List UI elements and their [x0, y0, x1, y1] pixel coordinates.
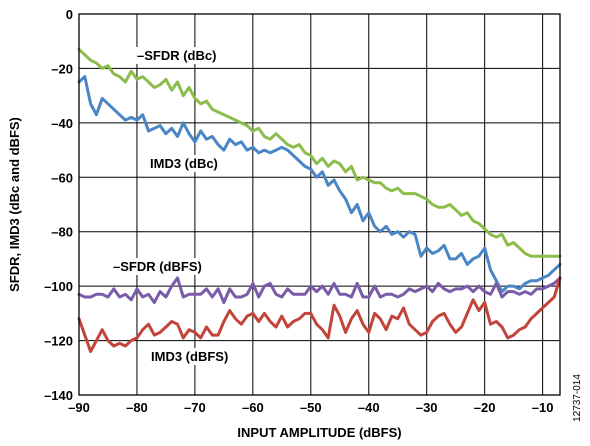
annotation-label: –SFDR (dBFS): [113, 259, 202, 274]
x-tick-label: –80: [126, 400, 148, 415]
y-tick-label: –100: [44, 279, 73, 294]
series-line-sfdr-dbc: [77, 47, 562, 258]
y-tick-label: 0: [66, 7, 73, 22]
x-tick-label: –70: [184, 400, 206, 415]
annotation-label: IMD3 (dBFS): [151, 349, 228, 364]
x-tick-label: –50: [300, 400, 322, 415]
annotation-group: IMD3 (dBFS): [148, 348, 232, 365]
x-tick-label: –20: [474, 400, 496, 415]
y-tick-label: –80: [51, 225, 73, 240]
annotation-background: [134, 47, 220, 64]
x-tick-label: –10: [532, 400, 554, 415]
annotation-group: –SFDR (dBFS): [110, 258, 205, 275]
y-axis-title: SFDR, IMD3 (dBc and dBFS): [7, 117, 22, 292]
y-tick-label: –60: [51, 170, 73, 185]
annotation-label: –SFDR (dBc): [137, 48, 216, 63]
y-tick-label: –20: [51, 61, 73, 76]
grid: [78, 13, 560, 396]
plot-frame: [78, 13, 561, 396]
annotation-background: [147, 155, 221, 172]
annotation-background: [110, 258, 205, 275]
annotation-label: IMD3 (dBc): [150, 156, 218, 171]
series-annotations: –SFDR (dBc) IMD3 (dBc) –SFDR (dBFS) IMD3 (d…: [110, 47, 232, 365]
series-line-sfdr-dbfs: [77, 276, 562, 304]
series-line-imd3-dbfs: [77, 276, 562, 353]
annotation-group: IMD3 (dBc): [147, 155, 221, 172]
annotation-group: –SFDR (dBc): [134, 47, 220, 64]
y-tick-label: –120: [44, 334, 73, 349]
annotation-background: [148, 348, 232, 365]
y-axis-ticks: 0 –20 –40 –60 –80 –100 –120 –140: [44, 7, 73, 403]
x-axis-ticks: –90 –80 –70 –60 –50 –40 –30 –20 –10: [68, 400, 553, 415]
x-tick-label: –40: [358, 400, 380, 415]
x-tick-label: –90: [68, 400, 90, 415]
x-tick-label: –30: [416, 400, 438, 415]
y-tick-label: –140: [44, 388, 73, 403]
series-layer: [77, 47, 562, 353]
x-axis-title: INPUT AMPLITUDE (dBFS): [237, 425, 401, 440]
figure-id: 12737-014: [572, 374, 583, 422]
series-line-imd3-dbc: [77, 75, 562, 294]
x-tick-label: –60: [242, 400, 264, 415]
y-tick-label: –40: [51, 116, 73, 131]
